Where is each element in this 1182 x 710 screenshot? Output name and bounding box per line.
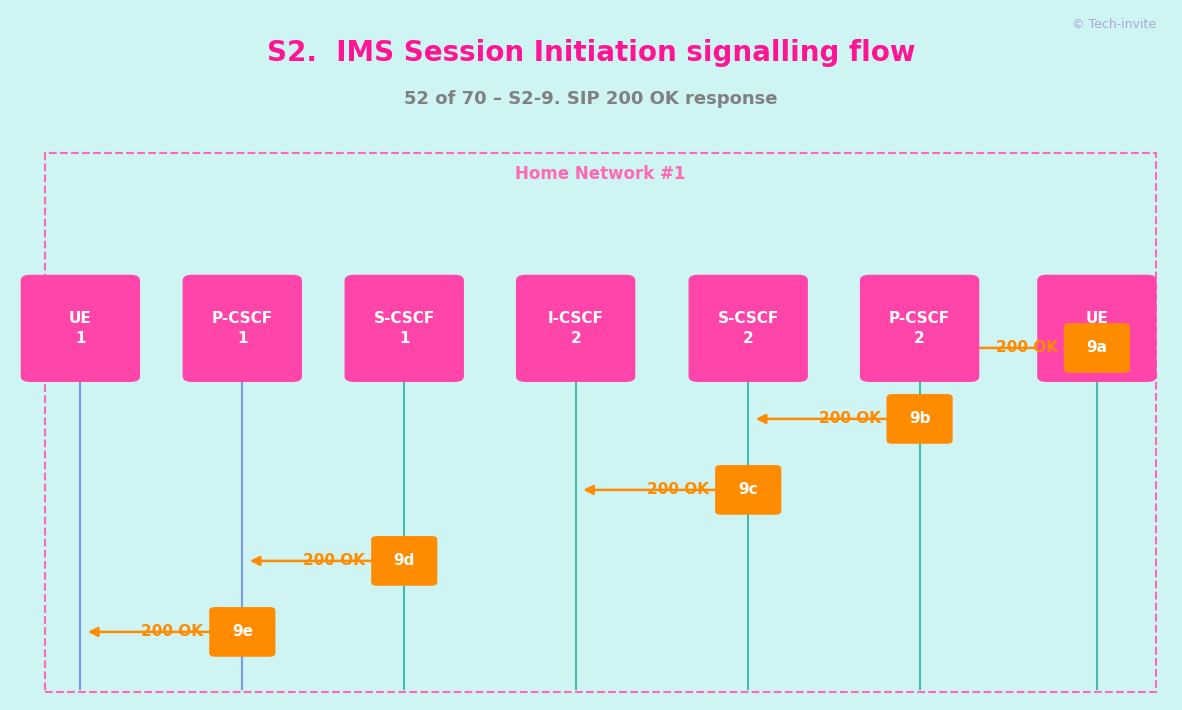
- FancyBboxPatch shape: [860, 275, 979, 382]
- FancyBboxPatch shape: [182, 275, 301, 382]
- Text: 52 of 70 – S2-9. SIP 200 OK response: 52 of 70 – S2-9. SIP 200 OK response: [404, 90, 778, 109]
- Text: S2.  IMS Session Initiation signalling flow: S2. IMS Session Initiation signalling fl…: [267, 39, 915, 67]
- FancyBboxPatch shape: [371, 536, 437, 586]
- FancyBboxPatch shape: [345, 275, 463, 382]
- Text: I-CSCF
2: I-CSCF 2: [547, 311, 604, 346]
- FancyBboxPatch shape: [21, 275, 141, 382]
- Text: 9e: 9e: [232, 624, 253, 640]
- Text: © Tech-invite: © Tech-invite: [1072, 18, 1156, 31]
- Text: 200 OK: 200 OK: [819, 411, 881, 427]
- Text: P-CSCF
2: P-CSCF 2: [889, 311, 950, 346]
- Text: 200 OK: 200 OK: [996, 340, 1058, 356]
- FancyBboxPatch shape: [209, 607, 275, 657]
- Text: P-CSCF
1: P-CSCF 1: [212, 311, 273, 346]
- Text: UE
2: UE 2: [1085, 311, 1109, 346]
- Text: 9b: 9b: [909, 411, 930, 427]
- Text: 200 OK: 200 OK: [648, 482, 709, 498]
- Text: UE
1: UE 1: [69, 311, 92, 346]
- FancyBboxPatch shape: [715, 465, 781, 515]
- FancyBboxPatch shape: [688, 275, 808, 382]
- Text: 9a: 9a: [1086, 340, 1108, 356]
- Bar: [45, 153, 1156, 692]
- FancyBboxPatch shape: [1038, 275, 1156, 382]
- Text: S-CSCF
2: S-CSCF 2: [717, 311, 779, 346]
- FancyBboxPatch shape: [515, 275, 636, 382]
- Bar: [0, 0, 1182, 131]
- Text: 200 OK: 200 OK: [142, 624, 203, 640]
- FancyBboxPatch shape: [886, 394, 953, 444]
- Text: 200 OK: 200 OK: [304, 553, 365, 569]
- Text: Home Network #1: Home Network #1: [515, 165, 686, 183]
- FancyBboxPatch shape: [1064, 323, 1130, 373]
- Text: 9c: 9c: [739, 482, 758, 498]
- Text: S-CSCF
1: S-CSCF 1: [374, 311, 435, 346]
- Text: 9d: 9d: [394, 553, 415, 569]
